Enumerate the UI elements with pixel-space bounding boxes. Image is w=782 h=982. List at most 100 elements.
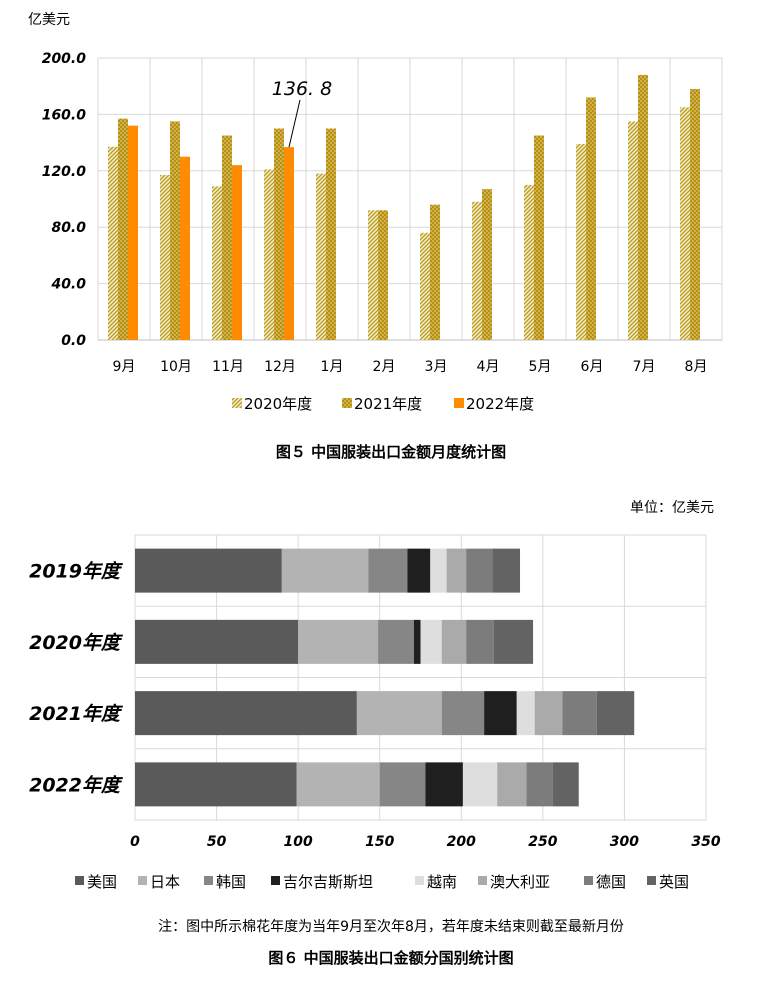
y-tick-label: 0.0 [61,333,86,349]
segment-越南-2019年度 [430,548,447,593]
segment-越南-2022年度 [462,762,498,807]
segment-吉尔吉斯斯坦-2022年度 [425,762,463,807]
bar-2020年度-9月 [108,146,118,340]
legend-swatch [75,876,84,885]
legend-label: 韩国 [216,873,246,891]
bar-2021年度-1月 [326,128,336,340]
legend-label: 英国 [659,873,689,891]
segment-美国-2022年度 [135,762,297,807]
legend-label: 2020年度 [244,395,312,413]
x-tick-label: 50 [207,834,227,850]
legend-swatch [454,398,464,408]
bar-2020年度-8月 [680,107,690,340]
segment-日本-2022年度 [296,762,380,807]
segment-吉尔吉斯斯坦-2019年度 [407,548,431,593]
segment-英国-2020年度 [493,619,534,664]
legend-swatch [478,876,487,885]
legend-swatch [342,398,352,408]
legend-label: 2021年度 [354,395,422,413]
bar-2021年度-9月 [118,118,128,340]
x-tick-label: 300 [610,834,639,850]
bar-2021年度-5月 [534,135,544,340]
legend-label: 吉尔吉斯斯坦 [283,873,373,891]
x-tick-label: 6月 [581,359,604,375]
segment-日本-2021年度 [356,691,442,736]
stacked-bars [135,548,635,807]
bar-2020年度-1月 [316,173,326,340]
legend-label: 美国 [87,873,117,891]
chart-title-2: 图６ 中国服装出口金额分国别统计图 [268,949,513,967]
legend-swatch [647,876,656,885]
segment-吉尔吉斯斯坦-2020年度 [413,619,421,664]
x-tick-label: 9月 [113,359,136,375]
segment-澳大利亚-2021年度 [534,691,563,736]
x-tick-label: 5月 [529,359,552,375]
bar-2021年度-6月 [586,97,596,340]
segment-德国-2021年度 [562,691,597,736]
segment-澳大利亚-2020年度 [441,619,467,664]
legend-label: 德国 [596,873,626,891]
segment-英国-2021年度 [596,691,635,736]
legend-swatch [415,876,424,885]
legend-label: 澳大利亚 [490,873,550,891]
bar-2021年度-3月 [430,204,440,340]
gridlines [98,57,722,341]
x-tick-label: 150 [365,834,394,850]
y-axis-2: 2019年度 2020年度 2021年度 2022年度 [29,561,123,797]
note: 注：图中所示棉花年度为当年9月至次年8月，若年度未结束则截至最新月份 [158,918,624,935]
x-tick-label: 0 [130,834,140,850]
bar-2020年度-4月 [472,201,482,340]
y-tick-label: 200.0 [42,51,87,67]
y-tick-label: 80.0 [51,220,86,236]
country-export-chart: 单位：亿美元 2019年度 2020年度 2021年度 2022年度 0 50 100 15… [29,500,721,967]
bar-2022年度-11月 [232,165,242,340]
bar-2021年度-7月 [638,74,648,341]
legend-swatch [204,876,213,885]
legend-2: 美国 日本 韩国 吉尔吉斯斯坦 越南 澳大利亚 德国 英国 [75,873,689,891]
bar-2021年度-4月 [482,189,492,340]
x-axis: 9月 10月 11月 12月 1月 2月 3月 4月 5月 6月 7月 8月 [113,359,708,375]
y-category-label: 2021年度 [29,703,123,725]
segment-韩国-2019年度 [368,548,408,593]
segment-越南-2021年度 [516,691,535,736]
x-tick-label: 1月 [321,359,344,375]
segment-英国-2022年度 [552,762,579,807]
legend-label: 2022年度 [466,395,534,413]
bar-2020年度-11月 [212,186,222,340]
legend-swatch [138,876,147,885]
segment-德国-2022年度 [526,762,553,807]
chart-title-1: 图５ 中国服装出口金额月度统计图 [276,443,506,461]
y-tick-label: 40.0 [50,277,86,293]
segment-英国-2019年度 [492,548,521,593]
bar-2020年度-6月 [576,144,586,340]
y-category-label: 2022年度 [29,774,123,796]
legend-label: 越南 [427,873,457,891]
y-axis: 0.0 40.0 80.0 120.0 160.0 200.0 [42,51,87,349]
bars [108,74,700,341]
x-tick-label: 3月 [425,359,448,375]
bar-2022年度-9月 [128,125,138,341]
segment-韩国-2020年度 [378,619,414,664]
bar-2021年度-12月 [274,128,284,340]
bar-2022年度-10月 [180,156,190,340]
annotation-value: 136. 8 [272,78,332,100]
bar-2020年度-3月 [420,232,430,340]
x-tick-label: 12月 [264,359,296,375]
bar-2020年度-10月 [160,175,170,340]
legend-swatch [232,398,242,408]
bar-2020年度-12月 [264,169,274,340]
segment-美国-2020年度 [135,619,299,664]
legend: 2020年度 2021年度 2022年度 [232,395,534,413]
y-category-label: 2020年度 [29,632,123,654]
y-category-label: 2019年度 [29,561,123,583]
annotation-leader-line [288,99,301,148]
x-tick-label: 200 [447,834,476,850]
segment-韩国-2022年度 [379,762,426,807]
segment-日本-2019年度 [281,548,369,593]
bar-2021年度-2月 [378,210,388,340]
bar-2021年度-11月 [222,135,232,340]
x-tick-label: 11月 [212,359,244,375]
segment-德国-2019年度 [466,548,493,593]
segment-吉尔吉斯斯坦-2021年度 [484,691,517,736]
bar-2020年度-7月 [628,121,638,340]
